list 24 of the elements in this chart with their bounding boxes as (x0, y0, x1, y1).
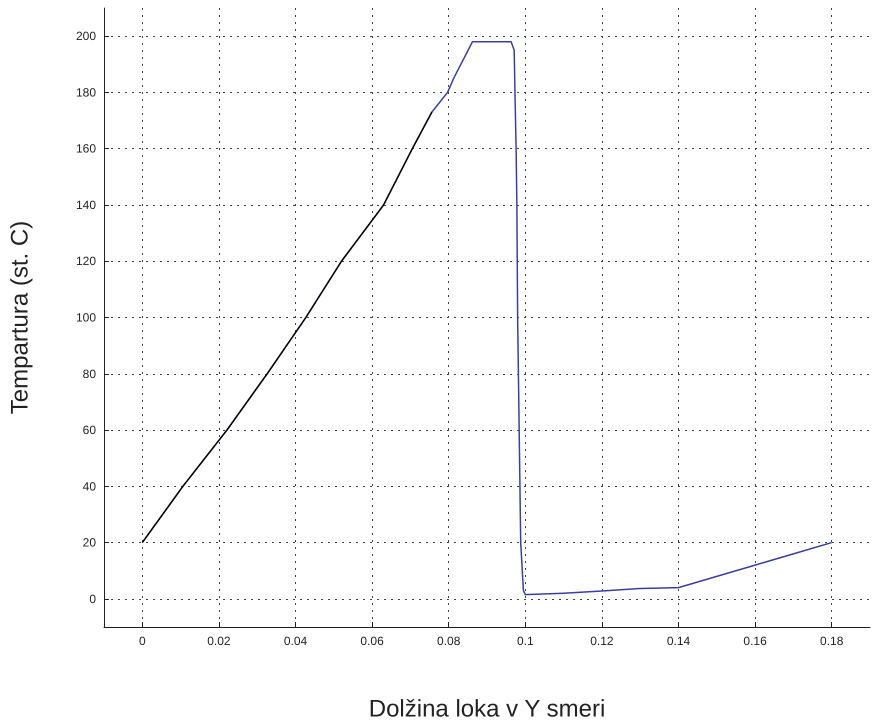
y-tick-label: 120 (76, 254, 96, 268)
line-series (142, 111, 433, 544)
x-tick-label: 0.1 (516, 634, 534, 648)
y-tick-label: 0 (89, 592, 96, 606)
x-tick-label: 0 (138, 634, 146, 648)
y-tick-label: 60 (82, 423, 96, 438)
y-tick-label: 200 (76, 29, 96, 44)
x-axis-title: Dolžina loka v Y smeri (368, 696, 606, 722)
y-tick-label: 100 (76, 310, 96, 324)
y-tick-label: 160 (76, 142, 96, 156)
y-tick-label: 20 (82, 536, 96, 550)
x-tick-label: 0.04 (284, 634, 308, 648)
x-tick-label: 0.18 (820, 634, 844, 648)
x-tick-label: 0.08 (437, 634, 461, 648)
x-tick-label: 0.12 (590, 634, 614, 648)
y-tick-label: 40 (82, 479, 96, 494)
x-tick-label: 0.14 (666, 634, 690, 648)
x-tick-label: 0.02 (207, 634, 231, 648)
x-tick-label: 0.16 (743, 634, 768, 648)
y-tick-label: 80 (82, 366, 96, 381)
y-tick-label: 180 (76, 85, 96, 100)
y-tick-label: 140 (76, 198, 96, 212)
x-tick-label: 0.06 (360, 634, 384, 648)
y-axis-title: Tempartura (st. C) (6, 220, 34, 414)
